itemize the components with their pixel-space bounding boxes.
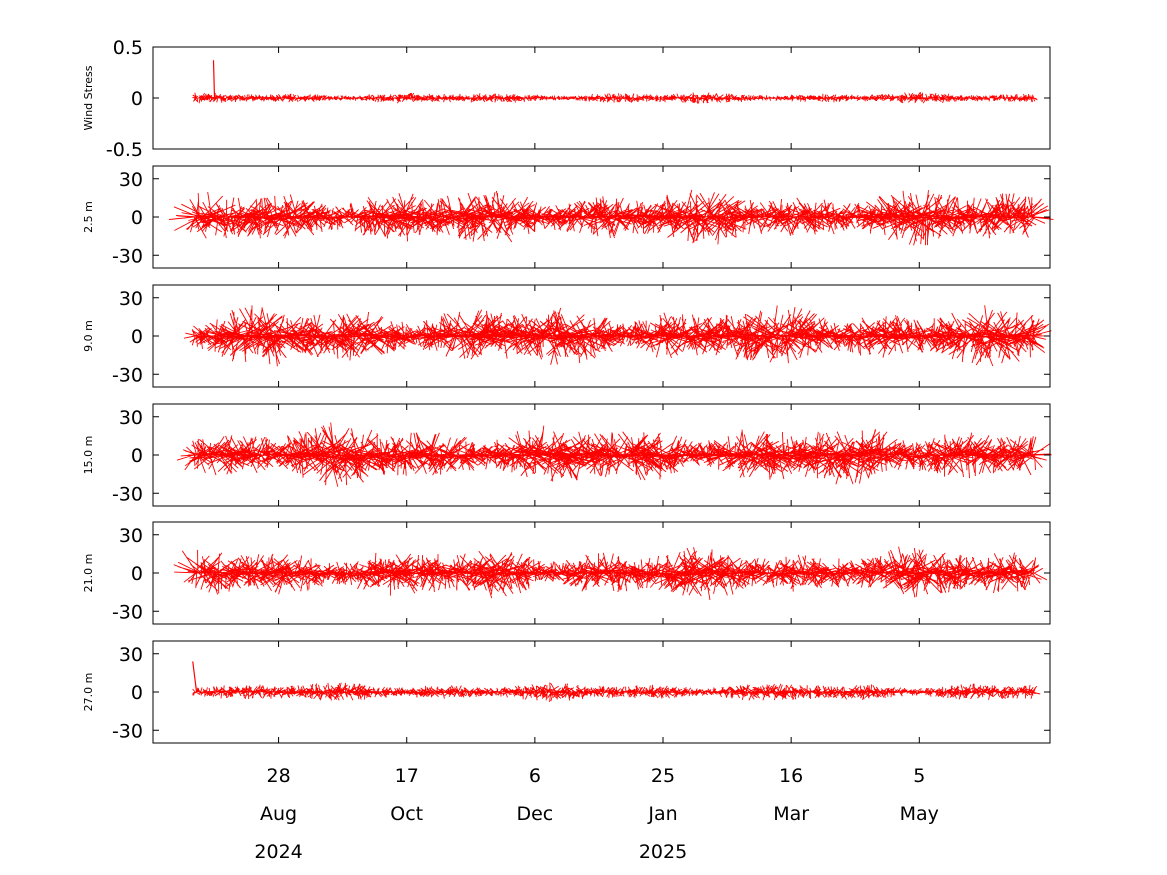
y-tick-label: -0.5 <box>106 139 143 161</box>
y-axis-label: 21.0 m <box>82 554 95 593</box>
stick-paths <box>168 189 1054 246</box>
y-tick-label: 0.5 <box>113 37 143 59</box>
x-tick-day-label: 17 <box>395 765 419 787</box>
stick-paths <box>192 682 1041 702</box>
x-tick-month-label: Oct <box>390 803 423 825</box>
x-tick-day-label: 16 <box>779 765 803 787</box>
y-tick-label: 0 <box>131 563 143 585</box>
stick-series <box>173 546 1048 601</box>
y-tick-label: 0 <box>131 207 143 229</box>
y-axis-label: Wind Stress <box>82 65 95 130</box>
stick-series <box>192 661 1041 702</box>
panels-group: 0.5 0 -0.5 Wind Stress 30 0 -30 2.5 m 30 0 -30 9.0 … <box>82 37 1054 744</box>
x-axis: 28 Aug 2024 17 Oct 6 Dec 25 Jan 2025 16 Mar 5 May <box>254 765 939 863</box>
y-tick-label: 0 <box>131 326 143 348</box>
stick-paths <box>176 422 1052 487</box>
y-axis-label: 9.0 m <box>82 320 95 352</box>
stick-series <box>176 422 1052 487</box>
x-tick-day-label: 28 <box>266 765 290 787</box>
y-axis-label: 27.0 m <box>82 673 95 712</box>
x-tick-day-label: 6 <box>529 765 541 787</box>
stick-paths <box>183 305 1052 367</box>
stick-series <box>168 189 1054 246</box>
stick-series <box>192 60 1038 104</box>
panel-5: 30 0 -30 21.0 m <box>82 521 1051 625</box>
y-tick-label: 30 <box>119 644 143 666</box>
y-axis-label: 15.0 m <box>82 436 95 475</box>
panel-2: 30 0 -30 2.5 m <box>82 165 1054 269</box>
x-tick-year-label: 2025 <box>639 841 687 863</box>
x-tick-month-label: Aug <box>260 803 297 825</box>
panel-1: 0.5 0 -0.5 Wind Stress <box>82 37 1051 161</box>
stick-paths <box>192 92 1038 104</box>
x-tick-month-label: Jan <box>647 803 677 825</box>
y-tick-label: 30 <box>119 169 143 191</box>
panel-6: 30 0 -30 27.0 m <box>82 640 1051 744</box>
y-tick-label: -30 <box>112 245 143 267</box>
x-tick-month-label: Mar <box>773 803 809 825</box>
y-tick-label: 0 <box>131 682 143 704</box>
panel-3: 30 0 -30 9.0 m <box>82 284 1052 388</box>
stick-paths <box>173 546 1048 601</box>
y-tick-label: 30 <box>119 407 143 429</box>
x-tick-day-label: 25 <box>651 765 675 787</box>
y-tick-label: -30 <box>112 601 143 623</box>
x-tick-month-label: May <box>900 803 939 825</box>
stick-peak <box>212 60 216 99</box>
y-axis-label: 2.5 m <box>82 201 95 233</box>
x-tick-month-label: Dec <box>516 803 553 825</box>
y-tick-label: -30 <box>112 483 143 505</box>
x-tick-year-label: 2024 <box>254 841 302 863</box>
y-tick-label: 30 <box>119 288 143 310</box>
stick-peak <box>192 661 198 693</box>
y-tick-label: 0 <box>131 88 143 110</box>
y-tick-label: 30 <box>119 525 143 547</box>
y-tick-label: 0 <box>131 445 143 467</box>
y-tick-label: -30 <box>112 720 143 742</box>
y-tick-label: -30 <box>112 364 143 386</box>
panel-4: 30 0 -30 15.0 m <box>82 403 1052 507</box>
x-tick-day-label: 5 <box>913 765 925 787</box>
stick-series <box>183 305 1052 367</box>
